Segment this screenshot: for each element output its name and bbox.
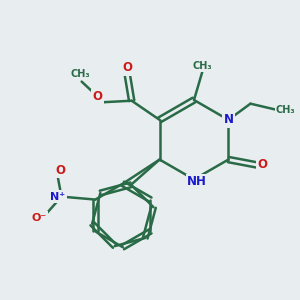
- Text: NH: NH: [187, 175, 207, 188]
- Text: O: O: [92, 90, 102, 104]
- Text: N⁺: N⁺: [50, 192, 65, 202]
- Text: CH₃: CH₃: [192, 61, 212, 70]
- Text: CH₃: CH₃: [276, 105, 296, 115]
- Text: O⁻: O⁻: [32, 213, 47, 223]
- Text: CH₃: CH₃: [70, 69, 90, 79]
- Text: O: O: [122, 61, 132, 74]
- Text: O: O: [258, 158, 268, 171]
- Text: O: O: [55, 164, 65, 177]
- Text: N: N: [224, 113, 233, 126]
